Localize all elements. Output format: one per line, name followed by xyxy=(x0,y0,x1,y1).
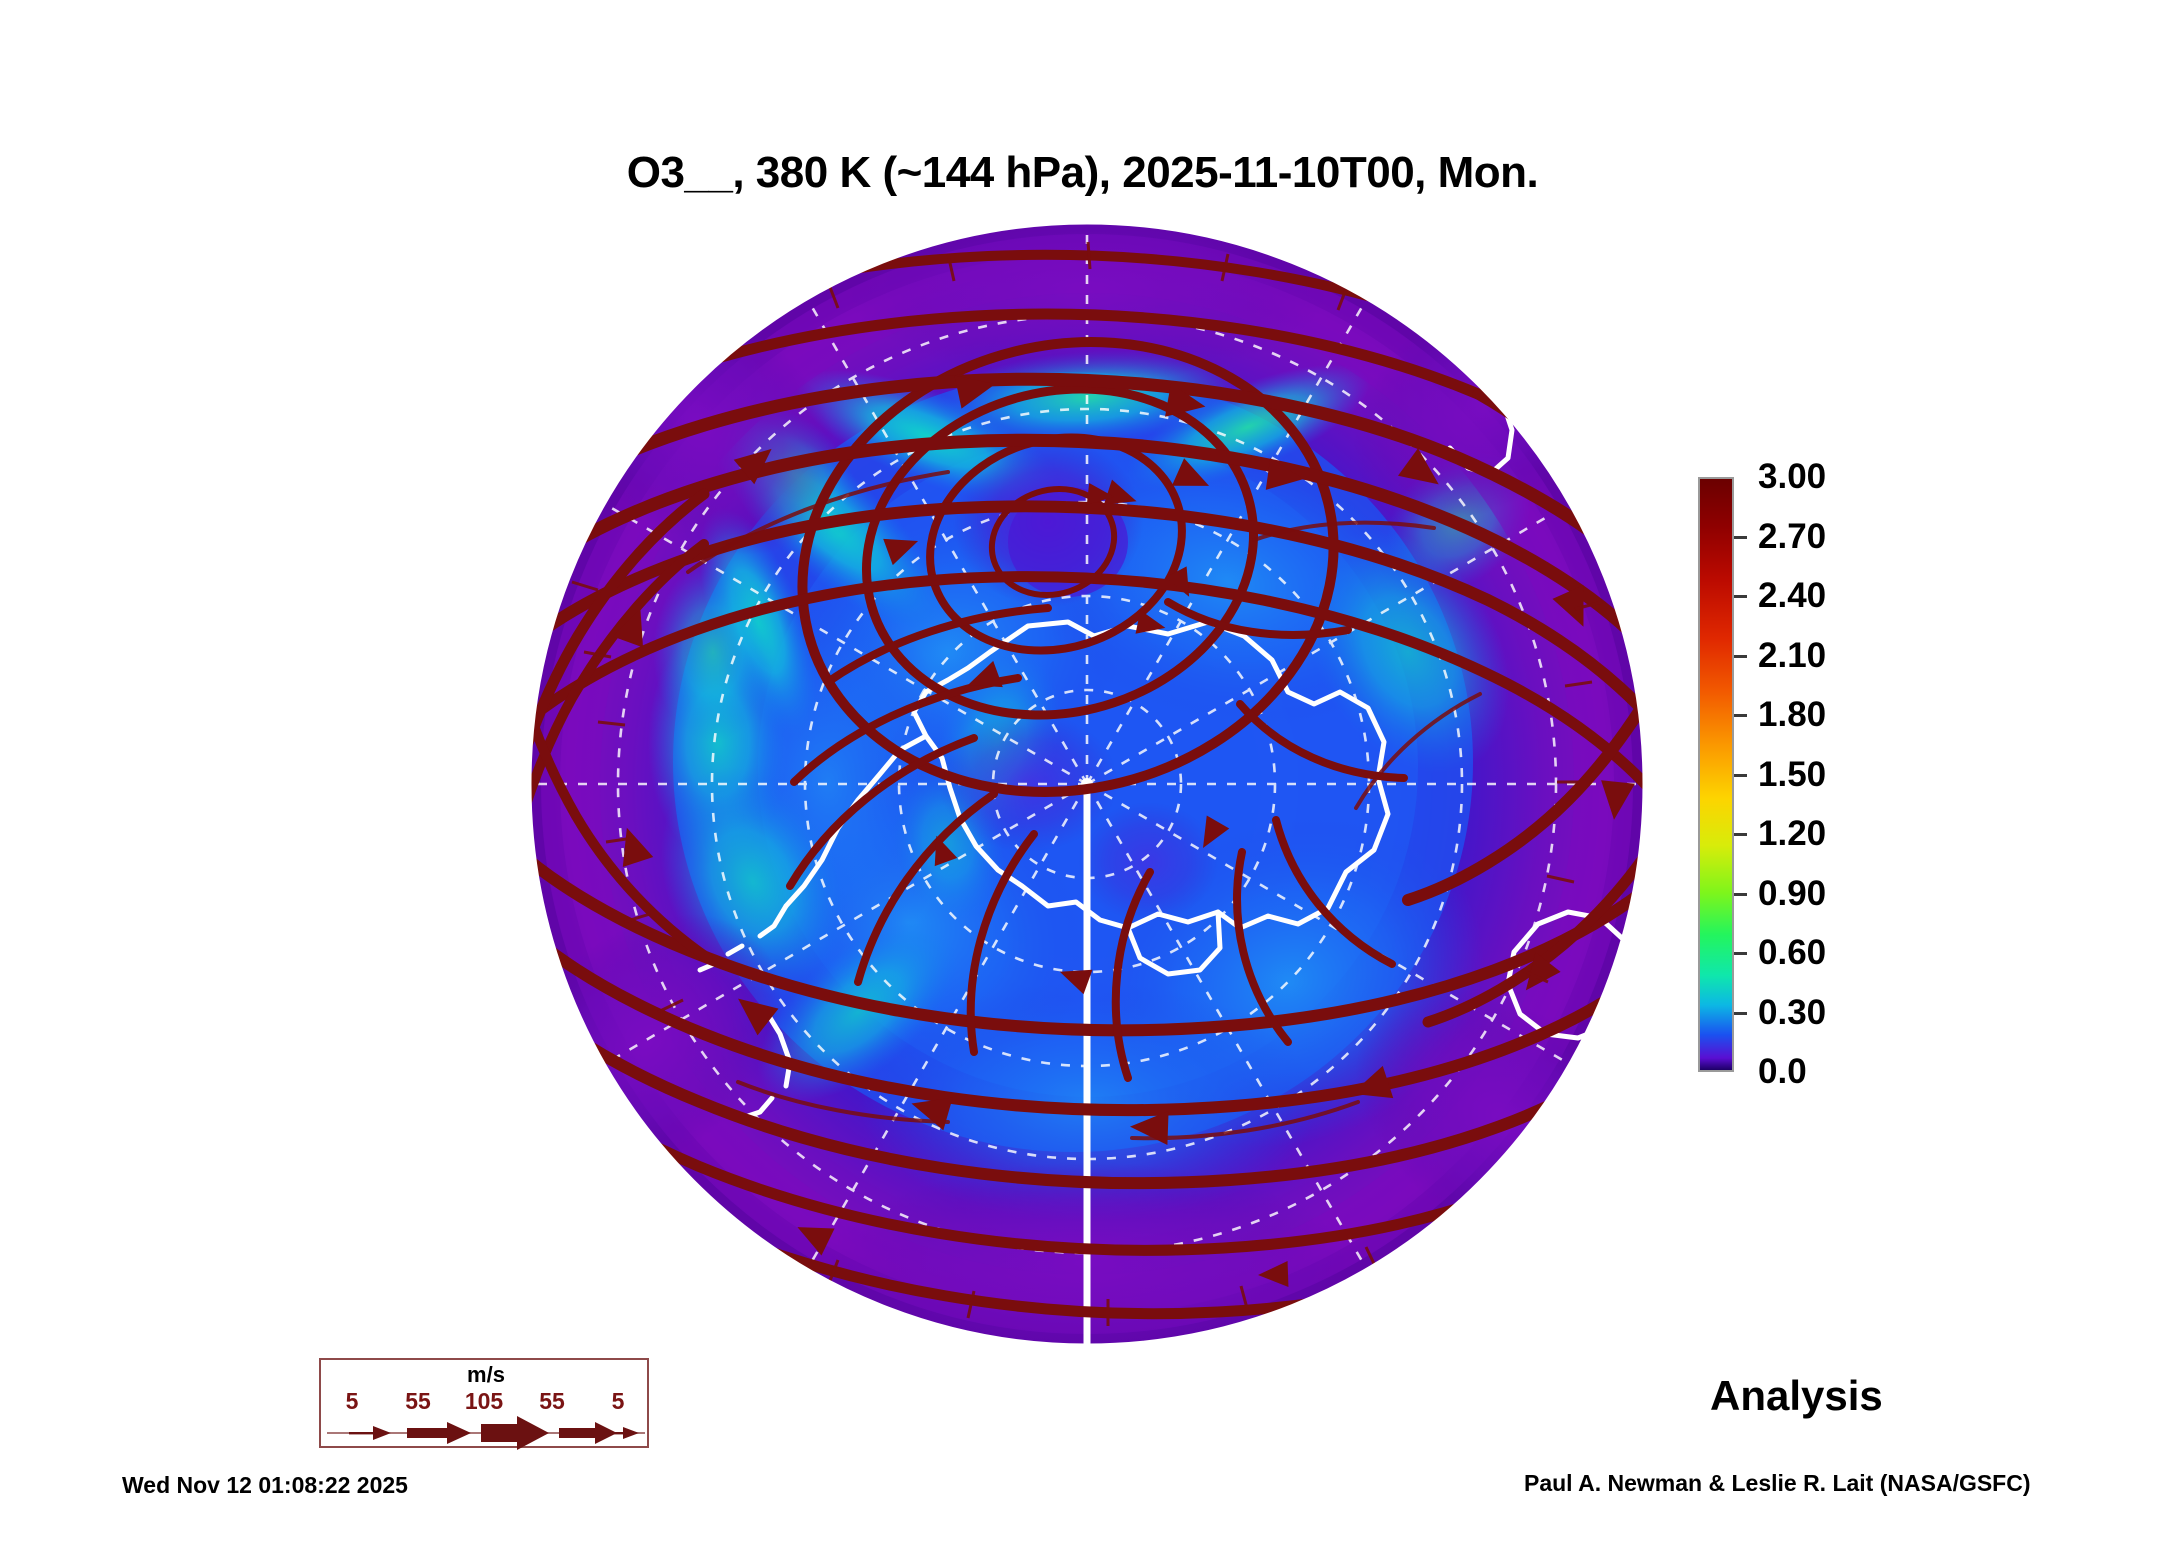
wind-legend-value-3: 105 xyxy=(464,1388,504,1414)
colorbar-tick-0-60: 0.60 xyxy=(1758,933,1827,972)
colorbar-tick-1-50: 1.50 xyxy=(1758,754,1827,794)
polar-stereographic-map[interactable] xyxy=(528,222,1646,1346)
colorbar-tickmark xyxy=(1734,595,1747,598)
colorbar-tickmark xyxy=(1734,1011,1747,1015)
map-canvas xyxy=(528,222,1646,1346)
analysis-label: Analysis xyxy=(1710,1372,1883,1419)
colorbar-tick-3-00: 3.00 xyxy=(1758,457,1827,496)
globe-outline xyxy=(528,222,1646,1346)
colorbar[interactable] xyxy=(1698,477,1747,1072)
colorbar-tick-2-40: 2.40 xyxy=(1758,576,1827,615)
colorbar-tickmark xyxy=(1734,535,1747,539)
wind-legend-value-1: 5 xyxy=(345,1388,359,1414)
colorbar-tickmark xyxy=(1734,654,1747,658)
colorbar-tickmark xyxy=(1734,952,1747,955)
page-title: O3__, 380 K (~144 hPa), 2025-11-10T00, M… xyxy=(626,148,1539,197)
colorbar-tick-1-20: 1.20 xyxy=(1758,814,1827,853)
wind-legend-value-5: 5 xyxy=(611,1388,625,1414)
colorbar-tick-2-10: 2.10 xyxy=(1758,635,1827,675)
wind-legend-value-4: 55 xyxy=(539,1388,565,1414)
colorbar-tickmark xyxy=(1734,773,1747,777)
colorbar-gradient xyxy=(1698,477,1734,1072)
wind-legend-value-2: 55 xyxy=(405,1388,431,1414)
author-credit: Paul A. Newman & Leslie R. Lait (NASA/GS… xyxy=(1524,1470,2031,1496)
colorbar-tick-0-90: 0.90 xyxy=(1758,873,1827,913)
colorbar-tick-2-70: 2.70 xyxy=(1758,516,1827,556)
colorbar-tick-0-0: 0.0 xyxy=(1758,1052,1807,1091)
colorbar-tick-1-80: 1.80 xyxy=(1758,695,1827,734)
colorbar-tickmark xyxy=(1734,833,1747,836)
generation-timestamp: Wed Nov 12 01:08:22 2025 xyxy=(122,1472,408,1498)
wind-legend-units-label: m/s xyxy=(467,1362,505,1387)
colorbar-tickmark xyxy=(1734,892,1747,896)
wind-speed-legend: m/s 5 55 105 55 5 xyxy=(319,1358,649,1450)
colorbar-tick-labels: 3.00 2.70 2.40 2.10 1.80 1.50 1.20 0.90 0.60 0.30… xyxy=(1758,457,1928,1091)
colorbar-tickmark xyxy=(1734,714,1747,717)
colorbar-tick-0-30: 0.30 xyxy=(1758,992,1827,1032)
wind-legend-arrow-scale xyxy=(327,1416,645,1450)
